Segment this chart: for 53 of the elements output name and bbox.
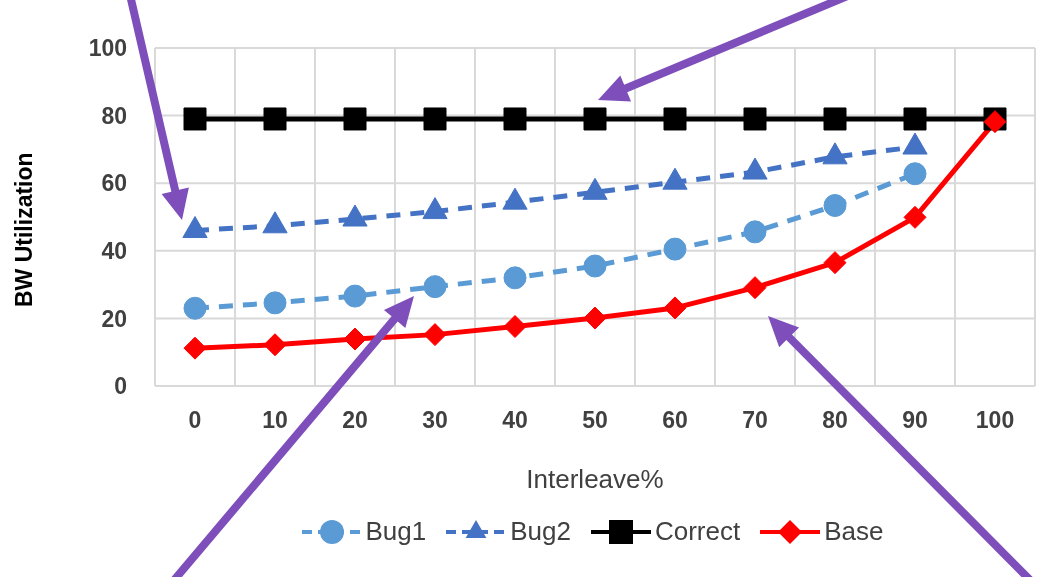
point [503, 266, 527, 290]
legend-label: Base [824, 516, 884, 547]
x-tick-label: 60 [662, 407, 688, 434]
point [183, 107, 207, 131]
point [903, 205, 927, 229]
point [583, 254, 607, 278]
point [263, 107, 287, 131]
x-tick-label: 20 [342, 407, 368, 434]
y-tick-label: 40 [101, 237, 127, 264]
point [823, 251, 847, 275]
x-tick-label: 10 [262, 407, 288, 434]
x-axis-title: Interleave% [526, 464, 664, 495]
x-tick-label: 40 [502, 407, 528, 434]
y-tick-label: 20 [101, 305, 127, 332]
point [663, 107, 687, 131]
point [343, 107, 367, 131]
legend-label: Bug2 [510, 516, 571, 547]
point [663, 296, 687, 320]
point [823, 107, 847, 131]
x-tick-label: 70 [742, 407, 768, 434]
point [423, 323, 447, 347]
point [823, 194, 847, 217]
y-tick-label: 0 [114, 373, 127, 400]
point [743, 107, 767, 131]
legend-label: Bug1 [365, 516, 427, 547]
point [183, 296, 207, 320]
point [343, 327, 367, 351]
point [423, 107, 447, 131]
point [663, 237, 687, 261]
point [743, 276, 767, 300]
x-tick-label: 30 [422, 407, 448, 434]
x-tick-label: 50 [582, 407, 608, 434]
y-tick-label: 100 [88, 35, 127, 62]
x-tick-label: 90 [902, 407, 928, 434]
point [503, 315, 527, 339]
point [423, 275, 447, 299]
point [583, 107, 607, 131]
legend-label: Correct [654, 516, 741, 547]
point [743, 220, 767, 244]
point [583, 306, 607, 330]
x-tick-label: 0 [188, 407, 202, 434]
point [263, 333, 287, 357]
point [343, 284, 367, 308]
point [183, 336, 207, 360]
point [263, 291, 287, 315]
y-tick-label: 80 [101, 102, 127, 129]
x-tick-label: 80 [822, 407, 848, 434]
point [503, 107, 527, 131]
y-axis-title: BW Utilization [11, 152, 38, 307]
y-tick-label: 60 [101, 170, 127, 197]
point [903, 162, 927, 186]
x-tick-label: 100 [975, 407, 1015, 434]
point [903, 107, 927, 131]
